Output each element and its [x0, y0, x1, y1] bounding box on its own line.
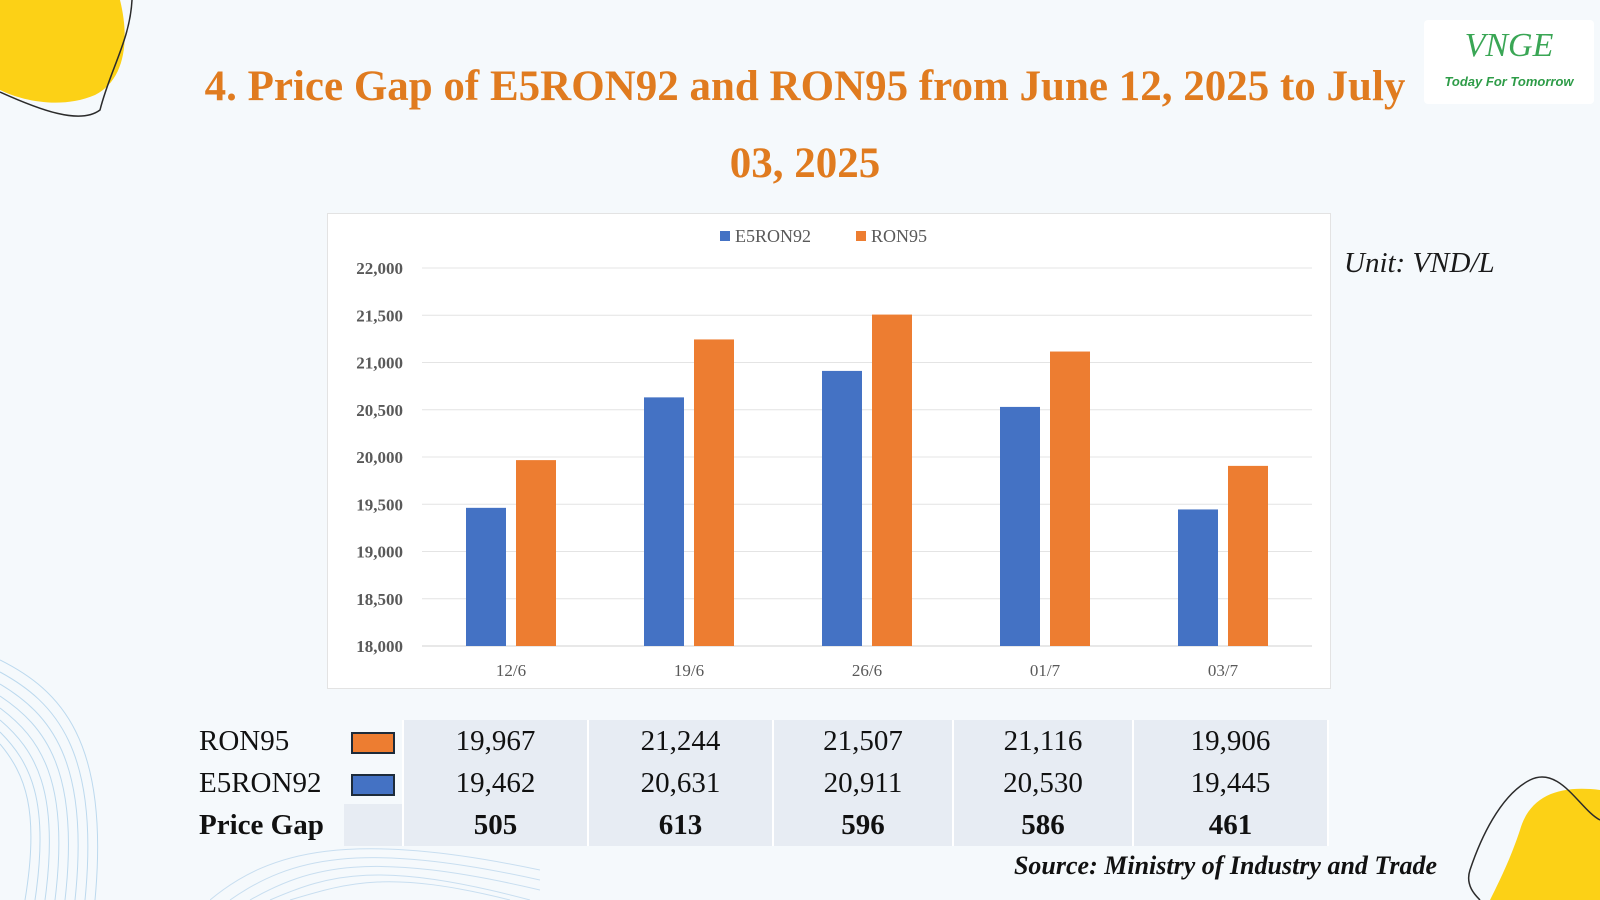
table-cell: 21,116 [954, 720, 1134, 762]
table-row: E5RON92 19,462 20,631 20,911 20,530 19,445 [199, 762, 1329, 804]
table-row: RON95 19,967 21,244 21,507 21,116 19,906 [199, 720, 1329, 762]
table-cell: 19,906 [1134, 720, 1329, 762]
y-tick-label: 21,000 [356, 354, 403, 373]
bar-e5ron92-4 [1178, 509, 1218, 646]
wave-lines-bottom [210, 848, 540, 900]
table-cell: 461 [1134, 804, 1329, 846]
legend-swatch [856, 231, 866, 241]
bar-ron95-3 [1050, 351, 1090, 646]
logo: VNGE Today For Tomorrow [1424, 20, 1594, 104]
swatch-cell [344, 804, 404, 846]
y-tick-label: 18,500 [356, 590, 403, 609]
table-row: Price Gap 505 613 596 586 461 [199, 804, 1329, 846]
table-cell: 505 [404, 804, 589, 846]
bar-e5ron92-2 [822, 370, 862, 646]
table-cell: 19,445 [1134, 762, 1329, 804]
bar-ron95-0 [516, 460, 556, 646]
x-tick-label: 01/7 [1030, 661, 1061, 680]
wave-lines-left [0, 659, 99, 900]
x-tick-label: 26/6 [852, 661, 882, 680]
legend-swatch [351, 773, 395, 796]
swatch-cell [344, 720, 404, 762]
y-tick-label: 19,500 [356, 495, 403, 514]
table-cell: 21,244 [589, 720, 774, 762]
slide-title: 4. Price Gap of E5RON92 and RON95 from J… [204, 63, 1406, 187]
y-tick-label: 21,500 [356, 306, 403, 325]
y-tick-label: 22,000 [356, 259, 403, 278]
table-cell: 596 [774, 804, 954, 846]
row-label: Price Gap [199, 808, 324, 841]
bar-ron95-1 [694, 339, 734, 646]
yellow-corner-blob-bottom-right [1468, 776, 1600, 900]
x-tick-label: 19/6 [674, 661, 704, 680]
bar-e5ron92-1 [644, 397, 684, 646]
row-label: RON95 [199, 724, 290, 757]
chart-canvas: 18,000 18,500 19,000 19,500 20,000 20,500 21,0… [356, 226, 1312, 680]
y-tick-label: 18,000 [356, 637, 403, 656]
bar-ron95-4 [1228, 465, 1268, 646]
source-note: Source: Ministry of Industry and Trade [1013, 851, 1437, 880]
x-tick-label: 03/7 [1208, 661, 1239, 680]
table-cell: 20,631 [589, 762, 774, 804]
bar-ron95-2 [872, 314, 912, 646]
y-tick-label: 19,000 [356, 543, 403, 562]
legend-swatch [720, 231, 730, 241]
price-table: RON95 19,967 21,244 21,507 21,116 19,906 E5RON… [199, 720, 1329, 846]
swatch-cell [344, 762, 404, 804]
table-cell: 20,530 [954, 762, 1134, 804]
table-cell: 21,507 [774, 720, 954, 762]
y-tick-label: 20,000 [356, 448, 403, 467]
legend-swatch [351, 731, 395, 754]
table-cell: 613 [589, 804, 774, 846]
table-cell: 20,911 [774, 762, 954, 804]
unit-label: Unit: VND/L [1344, 247, 1495, 279]
table-cell: 586 [954, 804, 1134, 846]
logo-tagline: Today For Tomorrow [1444, 74, 1574, 89]
table-cell: 19,967 [404, 720, 589, 762]
table-cell: 19,462 [404, 762, 589, 804]
row-label: E5RON92 [199, 766, 322, 799]
bar-e5ron92-0 [466, 507, 506, 646]
legend-label: RON95 [871, 226, 927, 246]
legend-label: E5RON92 [735, 226, 811, 246]
x-tick-label: 12/6 [496, 661, 526, 680]
y-tick-label: 20,500 [356, 401, 403, 420]
logo-mark: VNGE [1464, 27, 1554, 64]
bar-e5ron92-3 [1000, 406, 1040, 646]
bar-chart: 18,000 18,500 19,000 19,500 20,000 20,500 21,0… [327, 213, 1331, 689]
yellow-corner-blob-top-left [0, 0, 133, 117]
